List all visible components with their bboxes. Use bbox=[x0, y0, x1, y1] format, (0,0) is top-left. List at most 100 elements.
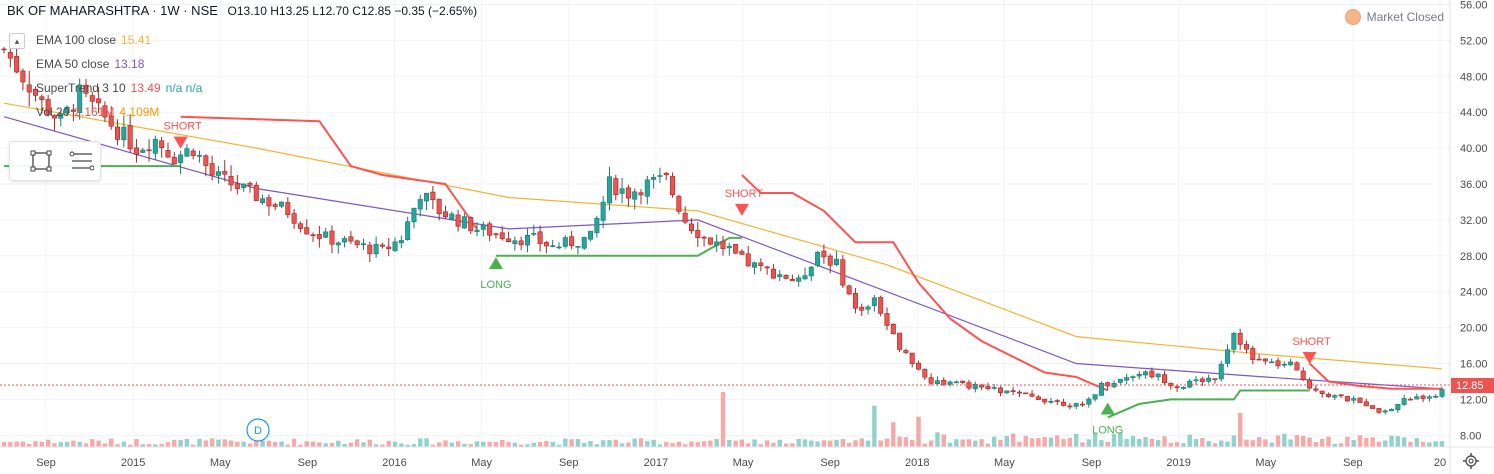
volume-bar bbox=[588, 441, 593, 447]
volume-bar bbox=[266, 440, 272, 447]
indicator-ema100[interactable]: EMA 100 close 15.41 bbox=[36, 33, 151, 47]
candle-body bbox=[512, 240, 518, 245]
volume-bar bbox=[638, 438, 644, 447]
indicator-extra: 4.109M bbox=[119, 105, 160, 119]
y-tick-label: 36.00 bbox=[1460, 179, 1488, 191]
candle-body bbox=[1016, 391, 1022, 394]
volume-bar bbox=[1092, 433, 1098, 447]
candle-body bbox=[871, 297, 877, 306]
indicator-extra: n/a n/a bbox=[165, 81, 203, 95]
candle-body bbox=[89, 95, 95, 102]
volume-bar bbox=[670, 443, 675, 447]
volume-bar bbox=[853, 440, 858, 447]
candle-body bbox=[758, 262, 764, 266]
candle-body bbox=[1105, 382, 1111, 387]
candle-body bbox=[1155, 373, 1161, 378]
candle-body bbox=[197, 155, 203, 157]
candle-body bbox=[859, 306, 865, 311]
candle-body bbox=[442, 211, 448, 218]
candle-body bbox=[247, 182, 253, 186]
candle-body bbox=[171, 156, 177, 165]
volume-bar bbox=[165, 442, 171, 447]
candle-body bbox=[266, 197, 272, 207]
volume-bar bbox=[537, 442, 543, 447]
chevron-up-icon[interactable]: ▴ bbox=[9, 33, 25, 49]
candle-body bbox=[897, 332, 903, 350]
candle-body bbox=[209, 163, 215, 176]
volume-bar bbox=[1244, 439, 1249, 447]
candle-body bbox=[821, 250, 827, 258]
volume-bar bbox=[1010, 433, 1016, 447]
x-tick-label: 20 bbox=[1434, 457, 1446, 469]
symbol-title[interactable]: BK OF MAHARASHTRA · 1W · NSE bbox=[7, 3, 218, 18]
candle-body bbox=[506, 238, 512, 243]
candle-body bbox=[367, 244, 373, 254]
candle-body bbox=[33, 88, 39, 96]
candle-body bbox=[701, 236, 707, 239]
volume-bar bbox=[329, 442, 335, 447]
candle-body bbox=[1199, 378, 1205, 383]
candle-body bbox=[770, 268, 776, 279]
x-tick-label: 2016 bbox=[382, 457, 406, 469]
gear-icon[interactable] bbox=[1463, 453, 1479, 469]
indicator-label: Vol 20 bbox=[36, 105, 70, 119]
volume-bar bbox=[790, 443, 795, 447]
volume-bar bbox=[714, 439, 719, 447]
volume-bar bbox=[146, 443, 152, 447]
volume-bar bbox=[739, 439, 745, 447]
supertrend-segment bbox=[741, 174, 1109, 392]
indicator-volume[interactable]: Vol 20 2.161M 4.109M bbox=[36, 105, 159, 119]
candle-body bbox=[606, 176, 612, 204]
candle-body bbox=[922, 369, 928, 378]
candle-body bbox=[14, 56, 20, 73]
indicator-label: SuperTrend 3 10 bbox=[36, 81, 126, 95]
candle-body bbox=[1325, 393, 1331, 397]
fib-tool-icon[interactable] bbox=[68, 148, 95, 174]
candle-body bbox=[215, 171, 221, 176]
candle-body bbox=[638, 192, 644, 196]
candle-body bbox=[518, 240, 524, 246]
volume-bar bbox=[222, 439, 227, 447]
volume-bar bbox=[235, 441, 240, 447]
candle-body bbox=[714, 241, 720, 246]
candle-body bbox=[1117, 378, 1123, 383]
candle-body bbox=[852, 293, 858, 309]
candle-body bbox=[928, 377, 934, 384]
candle-body bbox=[222, 171, 228, 175]
candle-body bbox=[310, 234, 316, 237]
candle-body bbox=[1098, 382, 1104, 396]
volume-bar bbox=[1, 441, 7, 447]
candle-body bbox=[405, 221, 411, 241]
volume-bar bbox=[746, 443, 751, 447]
candle-body bbox=[556, 246, 562, 249]
volume-bar bbox=[531, 442, 536, 447]
candle-body bbox=[480, 224, 486, 230]
rectangle-tool-icon[interactable] bbox=[28, 148, 54, 174]
volume-bar bbox=[645, 441, 650, 447]
volume-bar bbox=[676, 441, 682, 447]
event-marker-icon[interactable]: D bbox=[246, 418, 270, 442]
volume-bar bbox=[354, 439, 360, 447]
signal-markers: SHORT LONG SHORT LONG SHORT bbox=[163, 121, 1331, 437]
candle-body bbox=[424, 192, 430, 202]
candle-body bbox=[1174, 386, 1180, 389]
long-arrow-icon bbox=[488, 257, 503, 270]
candle-body bbox=[297, 223, 303, 229]
candle-body bbox=[1376, 408, 1382, 413]
volume-bar bbox=[127, 444, 133, 447]
volume-bar bbox=[758, 444, 764, 447]
volume-bar bbox=[632, 438, 637, 447]
indicator-supertrend[interactable]: SuperTrend 3 10 13.49 n/a n/a bbox=[36, 81, 202, 95]
volume-bar bbox=[752, 439, 757, 447]
volume-bar bbox=[405, 444, 410, 447]
volume-bar bbox=[279, 441, 284, 447]
volume-bar bbox=[373, 444, 379, 447]
candle-body bbox=[1180, 386, 1186, 389]
volume-bar bbox=[897, 436, 902, 447]
volume-bar bbox=[1048, 437, 1054, 447]
volume-bar bbox=[33, 441, 38, 447]
volume-bar bbox=[342, 443, 347, 447]
indicator-ema50[interactable]: EMA 50 close 13.18 bbox=[36, 57, 144, 71]
candle-body bbox=[808, 266, 814, 277]
